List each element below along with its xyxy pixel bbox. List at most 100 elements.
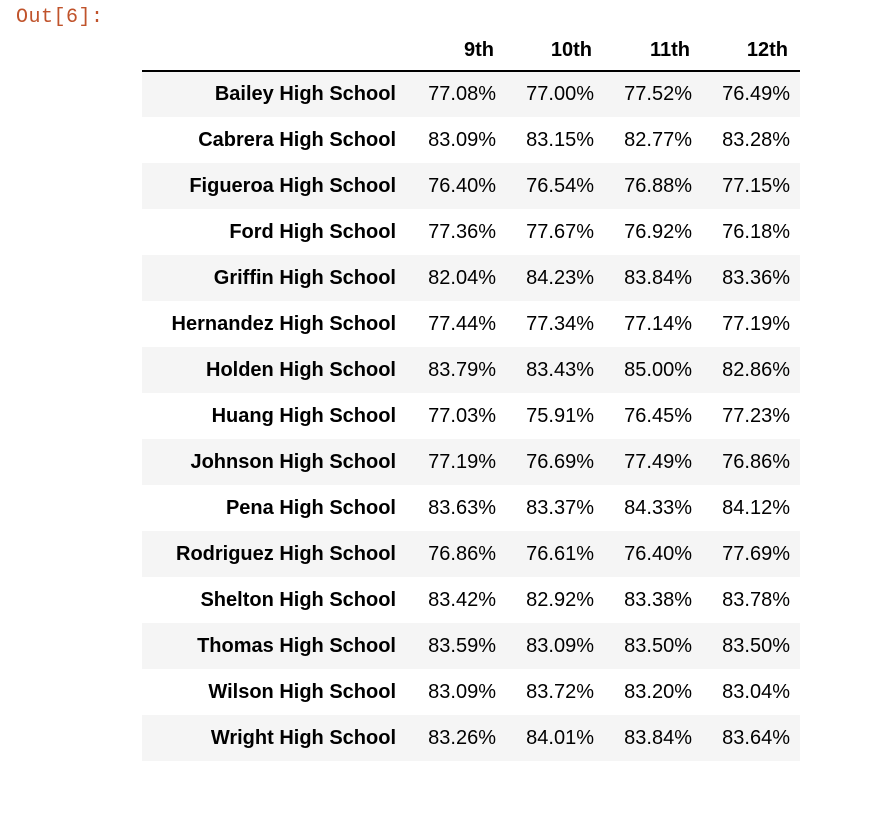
column-header-10th: 10th [506, 30, 604, 72]
score-cell: 83.04% [722, 680, 790, 703]
score-cell: 75.91% [526, 404, 594, 427]
table-row: Ford High School 77.36% 77.67% 76.92% 76.18% [142, 209, 800, 255]
score-cell: 76.92% [624, 220, 692, 243]
table-row: Wright High School 83.26% 84.01% 83.84% 83.6… [142, 715, 800, 761]
score-cell: 82.04% [428, 266, 496, 289]
score-cell: 77.03% [428, 404, 496, 427]
column-header-11th: 11th [604, 30, 702, 72]
score-cell: 84.01% [526, 726, 594, 749]
score-cell: 77.36% [428, 220, 496, 243]
score-cell: 76.69% [526, 450, 594, 473]
score-cell: 77.19% [722, 312, 790, 335]
score-cell: 83.78% [722, 588, 790, 611]
score-cell: 76.54% [526, 174, 594, 197]
score-cell: 83.72% [526, 680, 594, 703]
score-cell: 82.86% [722, 358, 790, 381]
school-name: Hernandez High School [171, 312, 396, 335]
score-cell: 83.59% [428, 634, 496, 657]
score-cell: 83.20% [624, 680, 692, 703]
school-name: Cabrera High School [198, 128, 396, 151]
school-name: Rodriguez High School [176, 542, 396, 565]
output-prompt: Out[6]: [16, 6, 104, 29]
score-cell: 76.40% [624, 542, 692, 565]
table-body: Bailey High School 77.08% 77.00% 77.52% 76.4… [142, 71, 800, 761]
score-cell: 76.49% [722, 83, 790, 105]
score-cell: 76.18% [722, 220, 790, 243]
score-cell: 76.40% [428, 174, 496, 197]
score-cell: 83.50% [624, 634, 692, 657]
table-row: Figueroa High School 76.40% 76.54% 76.88% 77… [142, 163, 800, 209]
score-cell: 83.38% [624, 588, 692, 611]
score-cell: 83.09% [526, 634, 594, 657]
school-name: Pena High School [225, 496, 396, 519]
table-header: 9th 10th 11th 12th [142, 30, 800, 72]
score-cell: 77.08% [428, 83, 496, 105]
score-cell: 77.34% [526, 312, 594, 335]
table-row: Hernandez High School 77.44% 77.34% 77.14% 7… [142, 301, 800, 347]
score-cell: 83.64% [722, 726, 790, 749]
table-row: Bailey High School 77.08% 77.00% 77.52% 76.4… [142, 71, 800, 117]
score-cell: 77.67% [526, 220, 594, 243]
score-cell: 83.63% [428, 496, 496, 519]
score-cell: 76.61% [526, 542, 594, 565]
score-cell: 84.23% [526, 266, 594, 289]
school-name: Bailey High School [214, 83, 396, 105]
score-cell: 77.52% [624, 83, 692, 105]
school-name: Griffin High School [213, 266, 396, 289]
table-row: Griffin High School 82.04% 84.23% 83.84% 83.… [142, 255, 800, 301]
score-cell: 83.36% [722, 266, 790, 289]
score-cell: 83.37% [526, 496, 594, 519]
cell-output: 9th 10th 11th 12th Bailey High School 77.… [142, 30, 800, 761]
score-cell: 83.26% [428, 726, 496, 749]
school-name: Ford High School [229, 220, 396, 243]
score-cell: 85.00% [624, 358, 692, 381]
table-row: Wilson High School 83.09% 83.72% 83.20% 83.0… [142, 669, 800, 715]
school-name: Johnson High School [190, 450, 396, 473]
column-header-9th: 9th [408, 30, 506, 72]
table-row: Shelton High School 83.42% 82.92% 83.38% 83.… [142, 577, 800, 623]
score-cell: 77.44% [428, 312, 496, 335]
school-name: Wright High School [210, 726, 396, 749]
column-header-12th: 12th [702, 30, 800, 72]
score-cell: 77.15% [722, 174, 790, 197]
score-cell: 83.09% [428, 680, 496, 703]
score-cell: 83.42% [428, 588, 496, 611]
school-name: Shelton High School [200, 588, 396, 611]
score-cell: 82.92% [526, 588, 594, 611]
score-cell: 83.84% [624, 266, 692, 289]
table-row: Johnson High School 77.19% 76.69% 77.49% 76.… [142, 439, 800, 485]
dataframe-table: 9th 10th 11th 12th Bailey High School 77.… [142, 30, 800, 761]
score-cell: 77.23% [722, 404, 790, 427]
score-cell: 84.12% [722, 496, 790, 519]
school-name: Thomas High School [197, 634, 396, 657]
table-row: Thomas High School 83.59% 83.09% 83.50% 83.5… [142, 623, 800, 669]
score-cell: 83.50% [722, 634, 790, 657]
score-cell: 76.86% [428, 542, 496, 565]
score-cell: 76.88% [624, 174, 692, 197]
score-cell: 77.00% [526, 83, 594, 105]
index-header [142, 30, 408, 72]
table-row: Rodriguez High School 76.86% 76.61% 76.40% 7… [142, 531, 800, 577]
score-cell: 82.77% [624, 128, 692, 151]
school-name: Wilson High School [208, 680, 396, 703]
table-row: Pena High School 83.63% 83.37% 84.33% 84.12% [142, 485, 800, 531]
score-cell: 76.45% [624, 404, 692, 427]
score-cell: 83.43% [526, 358, 594, 381]
school-name: Huang High School [211, 404, 396, 427]
score-cell: 77.14% [624, 312, 692, 335]
score-cell: 83.84% [624, 726, 692, 749]
score-cell: 83.79% [428, 358, 496, 381]
table-row: Holden High School 83.79% 83.43% 85.00% 82.8… [142, 347, 800, 393]
score-cell: 83.09% [428, 128, 496, 151]
score-cell: 77.49% [624, 450, 692, 473]
table-row: Cabrera High School 83.09% 83.15% 82.77% 83.… [142, 117, 800, 163]
score-cell: 76.86% [722, 450, 790, 473]
score-cell: 77.69% [722, 542, 790, 565]
score-cell: 84.33% [624, 496, 692, 519]
score-cell: 83.28% [722, 128, 790, 151]
school-name: Holden High School [206, 358, 396, 381]
header-row: 9th 10th 11th 12th [142, 30, 800, 72]
score-cell: 77.19% [428, 450, 496, 473]
table-row: Huang High School 77.03% 75.91% 76.45% 77.23… [142, 393, 800, 439]
school-name: Figueroa High School [189, 174, 396, 197]
